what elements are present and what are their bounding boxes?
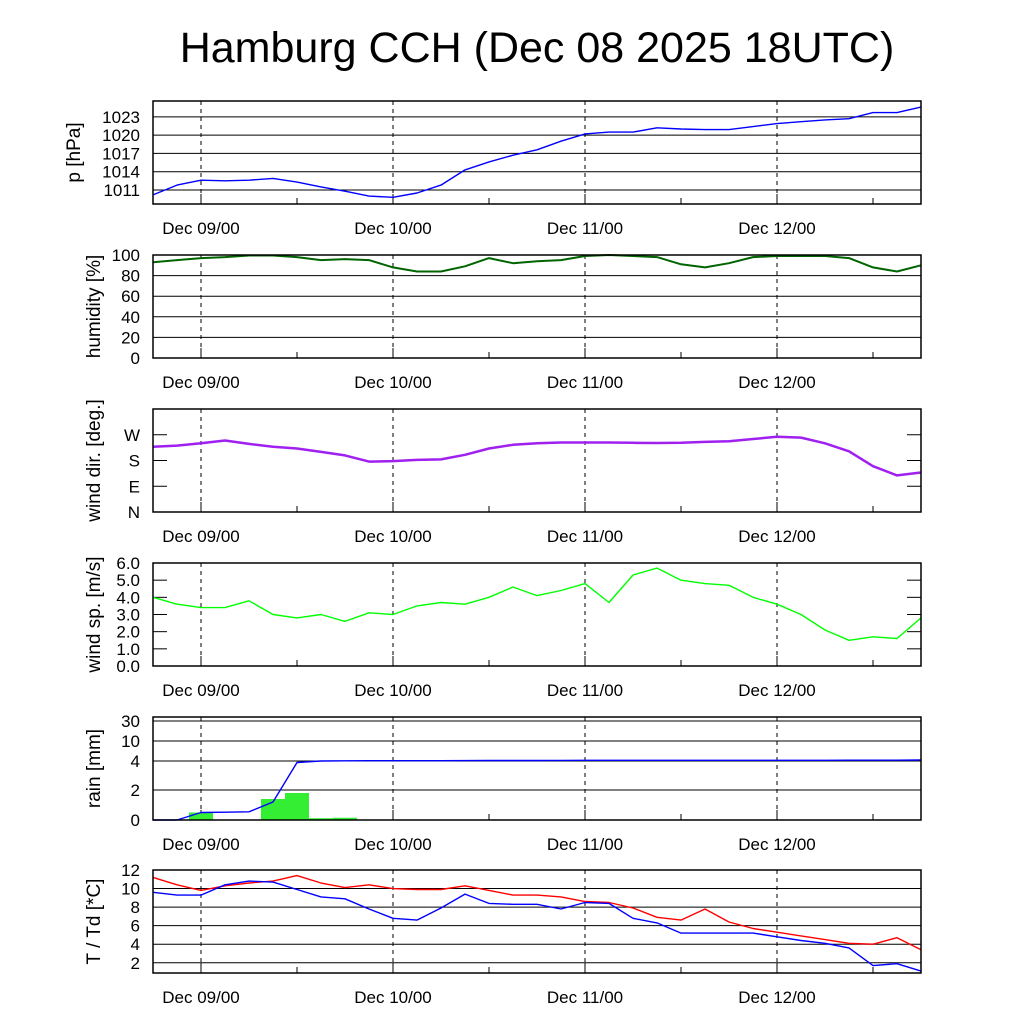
y-tick-label: 1017 (102, 144, 140, 163)
y-tick-label: 40 (121, 308, 140, 327)
y-tick-label: E (129, 477, 140, 496)
y-tick-label: 6 (131, 917, 140, 936)
x-tick-label: Dec 10/00 (354, 219, 432, 238)
series-wind-direction (152, 435, 922, 477)
y-tick-label: 6.0 (116, 554, 140, 573)
series-td (152, 880, 922, 972)
y-tick-label: 5.0 (116, 571, 140, 590)
y-tick-label: 2 (131, 781, 140, 800)
y-tick-label: 20 (121, 328, 140, 347)
series-wind-speed (152, 567, 922, 641)
x-tick-label: Dec 09/00 (162, 988, 240, 1007)
x-tick-label: Dec 11/00 (547, 527, 623, 546)
y-tick-label: 0 (131, 811, 140, 830)
x-tick-label: Dec 09/00 (162, 835, 240, 854)
y-tick-label: 1.0 (116, 640, 140, 659)
x-tick-label: Dec 11/00 (547, 835, 623, 854)
x-tick-label: Dec 11/00 (547, 988, 623, 1007)
y-tick-label: 1014 (102, 163, 140, 182)
plot-frame (152, 869, 922, 974)
y-tick-label: 80 (121, 267, 140, 286)
y-axis-label: humidity [%] (84, 255, 105, 358)
plot-frame (152, 254, 922, 359)
series-pressure (152, 106, 922, 199)
y-tick-label: 8 (131, 898, 140, 917)
series-accumulated-rain (153, 759, 922, 821)
x-tick-label: Dec 10/00 (354, 681, 432, 700)
y-tick-label: 4 (131, 935, 140, 954)
x-tick-label: Dec 12/00 (738, 219, 816, 238)
x-tick-label: Dec 11/00 (547, 219, 623, 238)
y-axis-label: rain [mm] (84, 729, 105, 808)
y-tick-label: 30 (121, 712, 140, 731)
x-tick-label: Dec 09/00 (162, 681, 240, 700)
y-tick-label: W (124, 426, 140, 445)
plot-frame (152, 562, 922, 667)
x-tick-label: Dec 10/00 (354, 373, 432, 392)
x-tick-label: Dec 12/00 (738, 835, 816, 854)
y-tick-label: 60 (121, 287, 140, 306)
y-tick-label: 0 (131, 349, 140, 368)
x-tick-label: Dec 09/00 (162, 219, 240, 238)
rain-bar (333, 817, 357, 820)
panel-wind-speed: 0.01.02.03.04.05.06.0 Dec 09/00 Dec 10/00 D… (84, 554, 922, 700)
rain-bar (285, 793, 309, 820)
y-tick-label: 100 (112, 246, 140, 265)
y-tick-label: S (129, 452, 140, 471)
y-tick-label: 2 (131, 954, 140, 973)
x-tick-label: Dec 12/00 (738, 681, 816, 700)
x-tick-label: Dec 11/00 (547, 373, 623, 392)
x-tick-label: Dec 12/00 (738, 527, 816, 546)
y-axis-label: wind sp. [m/s] (84, 556, 105, 673)
series-t (152, 874, 922, 951)
series-humidity (152, 254, 922, 273)
y-axis-label: wind dir. [deg.] (84, 399, 105, 523)
rain-bar (189, 812, 213, 820)
plot-frame (152, 100, 922, 205)
chart-title: Hamburg CCH (Dec 08 2025 18UTC) (179, 24, 895, 72)
y-tick-label: 1011 (103, 181, 140, 200)
y-tick-label: N (128, 503, 140, 522)
plot-frame (152, 408, 922, 513)
y-tick-label: 1023 (102, 108, 140, 127)
x-tick-label: Dec 09/00 (162, 527, 240, 546)
y-tick-label: 2.0 (116, 623, 140, 642)
y-axis-label: p [hPa] (64, 122, 85, 182)
x-tick-label: Dec 12/00 (738, 988, 816, 1007)
y-tick-label: 10 (121, 880, 140, 899)
x-tick-label: Dec 10/00 (354, 988, 432, 1007)
y-tick-label: 10 (121, 732, 140, 751)
y-axis-label: T / Td [*C] (84, 879, 105, 965)
x-tick-label: Dec 10/00 (354, 527, 432, 546)
y-tick-label: 3.0 (116, 606, 140, 625)
x-tick-label: Dec 10/00 (354, 835, 432, 854)
x-tick-label: Dec 12/00 (738, 373, 816, 392)
y-tick-label: 12 (121, 861, 140, 880)
y-tick-label: 1020 (102, 126, 140, 145)
rain-bar (309, 818, 333, 820)
y-tick-label: 4.0 (116, 588, 140, 607)
x-tick-label: Dec 11/00 (547, 681, 623, 700)
x-tick-label: Dec 09/00 (162, 373, 240, 392)
y-tick-label: 4 (131, 752, 140, 771)
plot-frame (152, 716, 922, 821)
y-tick-label: 0.0 (116, 657, 140, 676)
